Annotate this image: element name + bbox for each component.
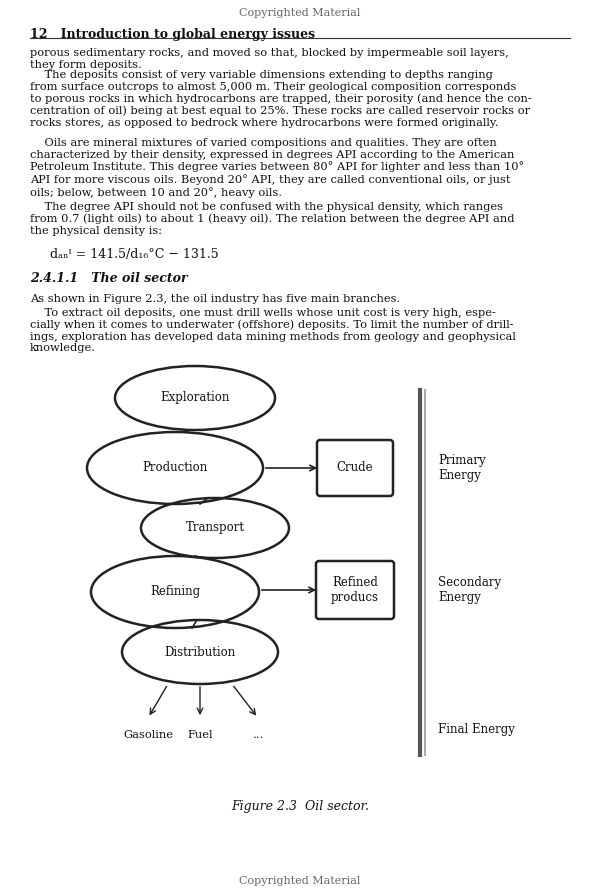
Text: 2.4.1.1   The oil sector: 2.4.1.1 The oil sector: [30, 272, 188, 285]
Text: Fuel: Fuel: [187, 730, 213, 740]
Text: Secondary
Energy: Secondary Energy: [438, 576, 501, 604]
Text: Transport: Transport: [185, 521, 245, 535]
Text: Final Energy: Final Energy: [438, 724, 515, 736]
Text: As shown in Figure 2.3, the oil industry has five main branches.: As shown in Figure 2.3, the oil industry…: [30, 294, 400, 304]
Text: Refined
producs: Refined producs: [331, 576, 379, 604]
Text: Oils are mineral mixtures of varied compositions and qualities. They are often
c: Oils are mineral mixtures of varied comp…: [30, 138, 524, 197]
Text: Copyrighted Material: Copyrighted Material: [239, 8, 361, 18]
Text: Exploration: Exploration: [160, 392, 230, 405]
Text: Production: Production: [142, 462, 208, 474]
Text: ...: ...: [253, 730, 263, 740]
Text: To extract oil deposits, one must drill wells whose unit cost is very high, espe: To extract oil deposits, one must drill …: [30, 308, 516, 353]
Text: dₐₙᴵ = 141.5/d₁₆°C − 131.5: dₐₙᴵ = 141.5/d₁₆°C − 131.5: [50, 248, 218, 261]
Text: Copyrighted Material: Copyrighted Material: [239, 876, 361, 886]
Text: The degree API should not be confused with the physical density, which ranges
fr: The degree API should not be confused wi…: [30, 202, 515, 236]
Text: Primary
Energy: Primary Energy: [438, 454, 485, 482]
Text: 12   Introduction to global energy issues: 12 Introduction to global energy issues: [30, 28, 315, 41]
Text: Distribution: Distribution: [164, 646, 236, 659]
Text: Crude: Crude: [337, 462, 373, 474]
Text: Gasoline: Gasoline: [123, 730, 173, 740]
Text: Figure 2.3  Oil sector.: Figure 2.3 Oil sector.: [231, 800, 369, 813]
Text: Refining: Refining: [150, 585, 200, 599]
Text: porous sedimentary rocks, and moved so that, blocked by impermeable soil layers,: porous sedimentary rocks, and moved so t…: [30, 48, 509, 69]
Text: The deposits consist of very variable dimensions extending to depths ranging
fro: The deposits consist of very variable di…: [30, 70, 532, 128]
